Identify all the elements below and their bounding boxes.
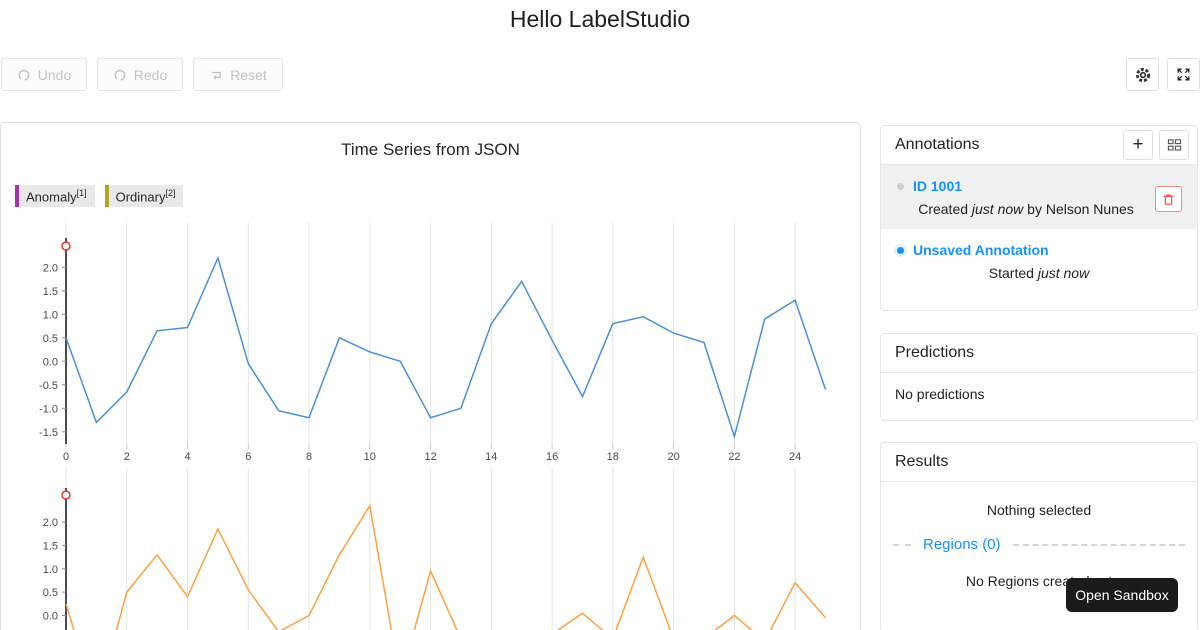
regions-section-header: Regions (0): [893, 536, 1185, 553]
trash-icon: [1163, 193, 1174, 205]
annotations-panel: Annotations + ID 1001 Created just now b…: [880, 125, 1198, 311]
svg-text:1.5: 1.5: [43, 541, 58, 553]
gear-icon: [1135, 67, 1150, 82]
divider: [893, 543, 911, 546]
chart-title: Time Series from JSON: [341, 140, 520, 159]
predictions-empty-text: No predictions: [895, 386, 985, 402]
label-tags: Anomaly[1] Ordinary[2]: [15, 185, 184, 207]
grid-view-icon: [1167, 139, 1181, 151]
undo-icon: [18, 69, 30, 81]
svg-text:-0.5: -0.5: [39, 380, 58, 392]
plus-icon: +: [1132, 134, 1144, 155]
results-empty-text: Nothing selected: [986, 502, 1092, 518]
expand-icon: [1177, 68, 1190, 81]
svg-text:20: 20: [667, 451, 679, 463]
add-annotation-button[interactable]: +: [1123, 130, 1153, 160]
timeseries-card: Time Series from JSON Anomaly[1] Ordinar…: [0, 122, 861, 630]
redo-button[interactable]: Redo: [97, 58, 183, 91]
svg-text:0.0: 0.0: [43, 356, 58, 368]
annotation-meta: Started just now: [988, 265, 1090, 281]
label-tag-text: Anomaly[1]: [26, 188, 87, 205]
svg-text:2.0: 2.0: [43, 517, 58, 529]
regions-toggle[interactable]: Regions (0): [923, 536, 1001, 553]
annotations-panel-header: Annotations +: [881, 126, 1197, 165]
results-panel-title: Results: [895, 453, 949, 470]
results-panel-header: Results: [881, 443, 1197, 482]
delete-annotation-button[interactable]: [1155, 186, 1182, 212]
view-all-annotations-button[interactable]: [1159, 130, 1189, 160]
svg-text:1.5: 1.5: [43, 286, 58, 298]
annotation-item[interactable]: Unsaved Annotation Started just now: [881, 229, 1197, 293]
svg-text:0: 0: [63, 451, 69, 463]
svg-text:0.0: 0.0: [43, 611, 58, 623]
svg-text:1.0: 1.0: [43, 564, 58, 576]
timeseries-chart[interactable]: 0 2 4 6 8 10 12 14 16 18 20 22 24 2.0 1.5 1.0 0.5 0.0 -0.5…: [1, 221, 861, 630]
annotation-meta: Created just now by Nelson Nunes: [918, 201, 1134, 217]
svg-text:22: 22: [728, 451, 740, 463]
svg-text:10: 10: [364, 451, 376, 463]
annotation-status-dot: [897, 246, 904, 254]
undo-label: Undo: [37, 66, 72, 83]
label-tag-text: Ordinary[2]: [115, 188, 176, 205]
svg-text:0.5: 0.5: [43, 587, 58, 599]
open-sandbox-button[interactable]: Open Sandbox: [1066, 578, 1178, 612]
annotation-item[interactable]: ID 1001 Created just now by Nelson Nunes: [881, 165, 1197, 229]
redo-label: Redo: [133, 66, 168, 83]
label-tag-anomaly[interactable]: Anomaly[1]: [15, 185, 95, 207]
svg-text:18: 18: [607, 451, 619, 463]
svg-text:2: 2: [124, 451, 130, 463]
predictions-panel-title: Predictions: [895, 344, 975, 361]
settings-button[interactable]: [1126, 58, 1159, 91]
svg-text:2.0: 2.0: [43, 262, 58, 274]
reset-button[interactable]: Reset: [193, 58, 283, 91]
label-color-bar: [15, 185, 19, 207]
label-hotkey: [2]: [165, 188, 176, 198]
label-hotkey: [1]: [76, 188, 87, 198]
label-color-bar: [104, 185, 109, 207]
divider: [1012, 543, 1185, 546]
svg-text:24: 24: [789, 451, 801, 463]
reset-icon: [212, 71, 222, 79]
label-tag-ordinary[interactable]: Ordinary[2]: [104, 185, 184, 207]
svg-text:0.5: 0.5: [43, 333, 58, 345]
annotations-panel-title: Annotations: [895, 136, 980, 153]
predictions-panel: Predictions No predictions: [880, 333, 1198, 421]
svg-text:8: 8: [306, 451, 312, 463]
svg-text:6: 6: [245, 451, 251, 463]
page-title: Hello LabelStudio: [509, 6, 691, 32]
redo-icon: [114, 69, 126, 81]
svg-text:12: 12: [424, 451, 436, 463]
undo-button[interactable]: Undo: [1, 58, 87, 91]
annotation-id[interactable]: ID 1001: [913, 178, 963, 194]
svg-text:16: 16: [546, 451, 558, 463]
predictions-panel-header: Predictions: [881, 334, 1197, 373]
annotation-status-dot: [897, 182, 904, 190]
svg-text:-1.5: -1.5: [39, 427, 58, 439]
annotation-id[interactable]: Unsaved Annotation: [913, 242, 1049, 258]
fullscreen-button[interactable]: [1167, 58, 1200, 91]
svg-text:-1.0: -1.0: [39, 403, 58, 415]
svg-text:1.0: 1.0: [43, 309, 58, 321]
reset-label: Reset: [230, 66, 267, 83]
svg-text:4: 4: [184, 451, 190, 463]
svg-text:14: 14: [485, 451, 497, 463]
